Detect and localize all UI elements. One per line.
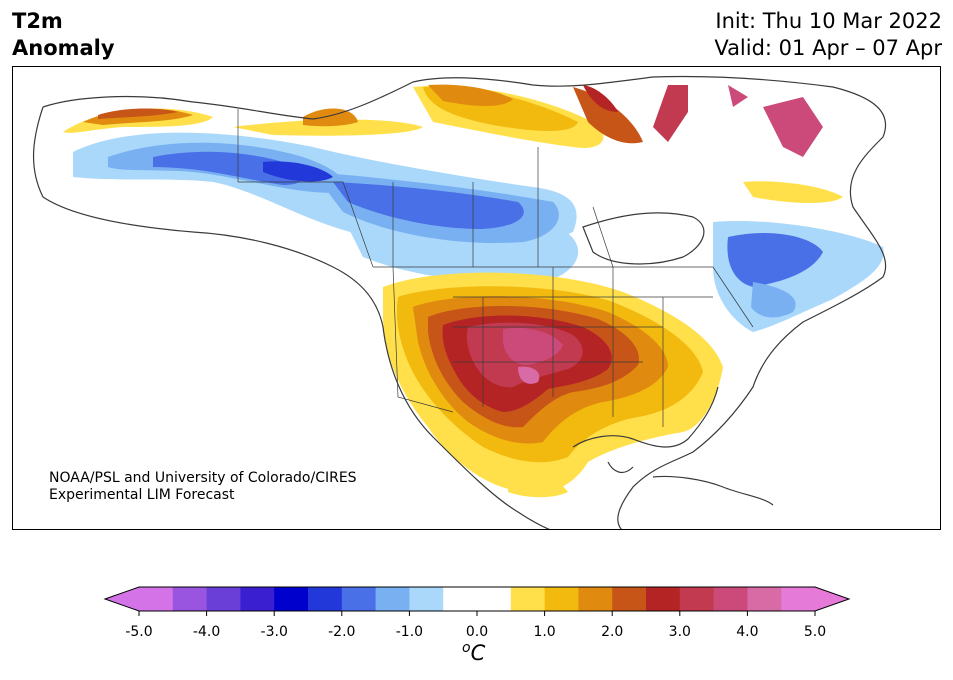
colorbar-tick-label: -4.0 <box>193 624 220 640</box>
credit-text: NOAA/PSL and University of Colorado/CIRE… <box>49 470 357 504</box>
credit-line-2: Experimental LIM Forecast <box>49 487 235 503</box>
colorbar-swatch <box>713 587 748 611</box>
colorbar-tick-label: -5.0 <box>125 624 152 640</box>
map-canvas <box>33 75 887 529</box>
colorbar-swatch <box>510 587 546 611</box>
colorbar-tick-label: 2.0 <box>601 624 623 640</box>
colorbar-swatch <box>679 587 715 611</box>
colorbar-swatch <box>612 587 647 611</box>
colorbar-tick-label: -1.0 <box>396 624 423 640</box>
colorbar-swatch <box>341 587 377 611</box>
colorbar-tick-label: 3.0 <box>669 624 691 640</box>
colorbar-tick-label: 4.0 <box>736 624 758 640</box>
colorbar-swatch <box>578 587 613 611</box>
forecast-dates: Init: Thu 10 Mar 2022 Valid: 01 Apr – 07… <box>714 8 942 62</box>
colorbar-swatch <box>172 587 208 611</box>
colorbar-swatch <box>375 587 410 611</box>
colorbar-swatch <box>308 587 343 611</box>
colorbar-swatch <box>443 587 478 611</box>
colorbar-swatch <box>206 587 241 611</box>
colorbar-swatch <box>781 587 816 611</box>
colorbar-tick-label: -3.0 <box>261 624 288 640</box>
anomaly-map <box>12 66 941 530</box>
colorbar-ticks: -5.0 -4.0 -3.0 -2.0 -1.0 0.0 1.0 2.0 3.0 4.0 5.0 <box>125 611 826 640</box>
colorbar-swatch <box>409 587 444 611</box>
colorbar-swatch <box>646 587 681 611</box>
colorbar-swatch <box>274 587 309 611</box>
units-superscript: o <box>462 640 471 656</box>
colorbar-tick-label: 0.0 <box>466 624 488 640</box>
coastlines <box>33 75 887 529</box>
units-base: C <box>470 641 486 665</box>
colorbar-under-arrow <box>105 587 139 611</box>
init-date: Init: Thu 10 Mar 2022 <box>715 9 942 33</box>
colorbar-tick-label: 5.0 <box>804 624 826 640</box>
colorbar-over-arrow <box>815 587 849 611</box>
colorbar-swatch <box>747 587 782 611</box>
title-line-1: T2m <box>12 9 63 33</box>
map-title: T2m Anomaly <box>12 8 115 62</box>
colorbar-swatch <box>139 587 174 611</box>
colorbar-swatch <box>477 587 512 611</box>
colorbar-swatches <box>103 586 851 612</box>
colorbar-units: oC <box>462 640 485 665</box>
title-line-2: Anomaly <box>12 36 115 60</box>
credit-line-1: NOAA/PSL and University of Colorado/CIRE… <box>49 470 357 486</box>
political-borders <box>237 109 754 427</box>
valid-range: Valid: 01 Apr – 07 Apr <box>714 36 942 60</box>
colorbar-swatch <box>544 587 579 611</box>
colorbar-tick-label: 1.0 <box>533 624 555 640</box>
colorbar-tick-label: -2.0 <box>328 624 355 640</box>
colorbar-swatch <box>240 587 275 611</box>
anomaly-fill <box>63 84 884 498</box>
